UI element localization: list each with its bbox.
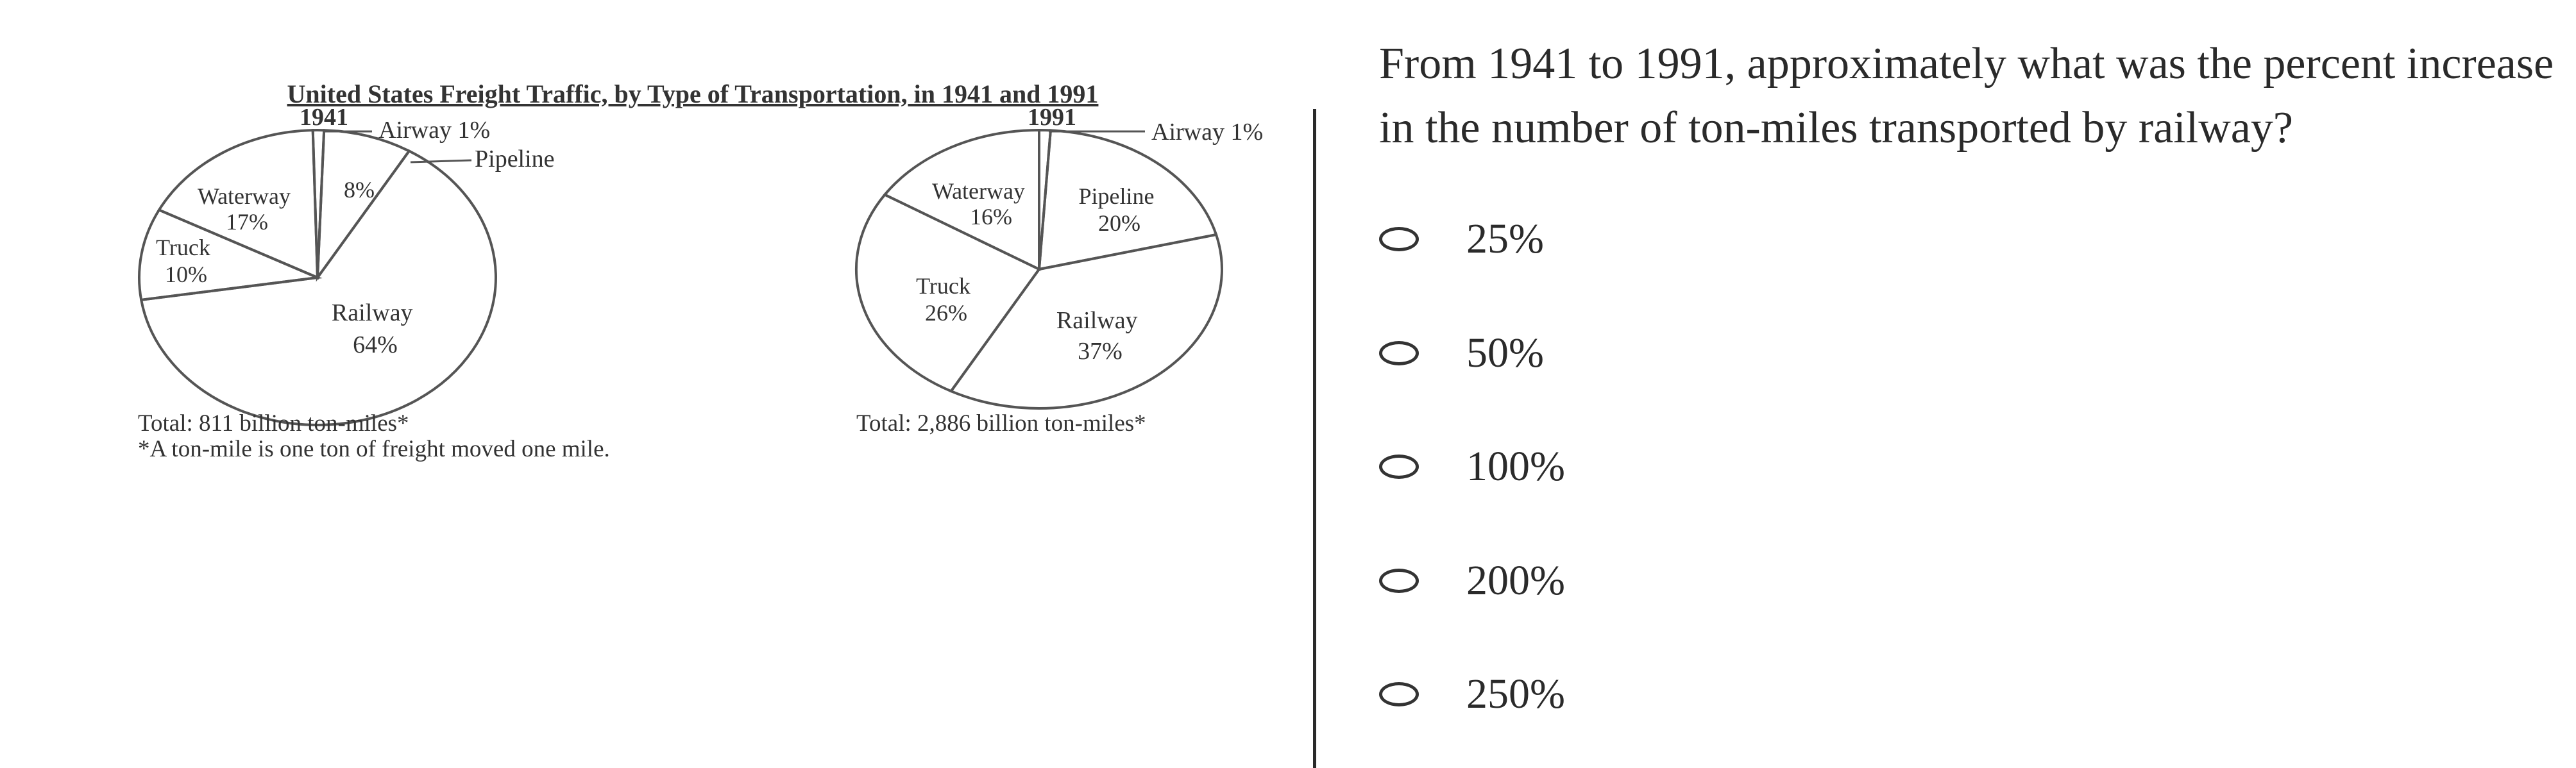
radio-button[interactable] bbox=[1379, 569, 1419, 593]
option-label: 200% bbox=[1466, 557, 1565, 604]
slice-label-waterway-1941: Waterway 17% bbox=[198, 183, 296, 235]
slice-label-pipeline-1991: Pipeline 20% bbox=[1079, 183, 1160, 236]
answer-option-250[interactable]: 250% bbox=[1379, 670, 1565, 719]
answer-option-50[interactable]: 50% bbox=[1379, 329, 1544, 378]
slice-label-waterway-1991: Waterway 16% bbox=[932, 178, 1031, 230]
callout-pipeline-1941: Pipeline bbox=[475, 146, 555, 172]
option-label: 100% bbox=[1466, 443, 1565, 490]
leader-line-pipeline-1941 bbox=[410, 159, 472, 163]
pie-year-1941: 1941 bbox=[300, 104, 348, 131]
question-panel: From 1941 to 1991, approximately what wa… bbox=[1379, 32, 2559, 717]
pie-slice-truck-1991 bbox=[855, 193, 1042, 393]
answer-option-25[interactable]: 25% bbox=[1379, 215, 1544, 263]
pie-slice-waterway-1991 bbox=[883, 128, 1040, 272]
freight-chart: United States Freight Traffic, by Type o… bbox=[138, 79, 1263, 462]
slice-label-truck-1941: Truck 10% bbox=[156, 235, 216, 287]
slice-label-pipeline-1941: 8% bbox=[344, 177, 375, 203]
pie-slice-pipeline-1941 bbox=[316, 129, 411, 282]
total-1941: Total: 811 billion ton-miles* bbox=[138, 410, 409, 437]
answer-option-200[interactable]: 200% bbox=[1379, 556, 1565, 605]
divider bbox=[1313, 109, 1316, 768]
option-label: 250% bbox=[1466, 671, 1565, 717]
answer-option-100[interactable]: 100% bbox=[1379, 442, 1565, 491]
slice-label-railway-1991: Railway 37% bbox=[1056, 307, 1144, 365]
total-1991: Total: 2,886 billion ton-miles* bbox=[856, 410, 1146, 437]
slice-label-airway-1941: Airway 1% bbox=[378, 117, 490, 144]
radio-button[interactable] bbox=[1379, 455, 1419, 479]
chart-panel: United States Freight Traffic, by Type o… bbox=[138, 79, 1263, 462]
pie-slice-railway-1941 bbox=[139, 149, 497, 426]
pie-slice-railway-1991 bbox=[949, 233, 1223, 410]
chart-footnote: *A ton-mile is one ton of freight moved … bbox=[138, 436, 610, 462]
slice-label-airway-1991: Airway 1% bbox=[1151, 119, 1263, 146]
question-text: From 1941 to 1991, approximately what wa… bbox=[1379, 39, 2554, 153]
radio-button[interactable] bbox=[1379, 341, 1419, 365]
pie-chart-1991: 1991 Airway 1% Waterway 16% Pipeline 20%… bbox=[855, 104, 1263, 437]
pie-slice-pipeline-1991 bbox=[1037, 129, 1218, 271]
slice-label-truck-1991: Truck 26% bbox=[916, 273, 976, 326]
pie-year-1991: 1991 bbox=[1028, 104, 1076, 131]
pie-slice-truck-1941 bbox=[138, 208, 323, 302]
option-label: 25% bbox=[1466, 215, 1544, 262]
pie-chart-1941: 1941 Airway 1% Pipeline 8% Waterway 17% … bbox=[138, 104, 610, 462]
radio-button[interactable] bbox=[1379, 682, 1419, 706]
pie-slice-waterway-1941 bbox=[157, 129, 319, 280]
slice-label-railway-1941: Railway 64% bbox=[332, 299, 419, 358]
chart-title: United States Freight Traffic, by Type o… bbox=[287, 79, 1099, 108]
radio-button[interactable] bbox=[1379, 227, 1419, 251]
option-label: 50% bbox=[1466, 330, 1544, 376]
